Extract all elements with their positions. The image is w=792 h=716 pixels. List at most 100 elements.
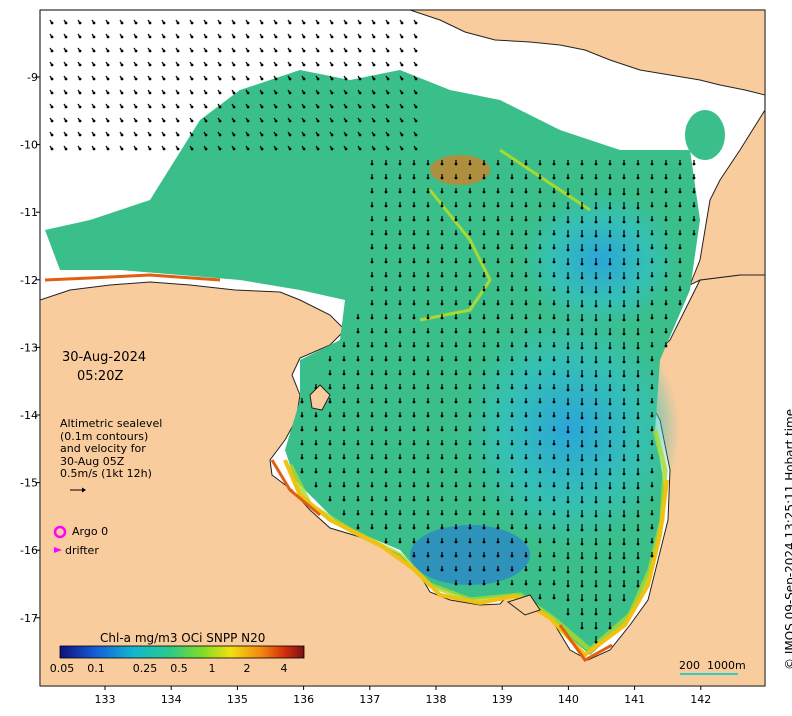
velocity-arrow: [412, 356, 416, 362]
velocity-arrow: [384, 426, 388, 432]
velocity-arrow: [49, 19, 54, 25]
velocity-arrow: [636, 426, 640, 434]
velocity-arrow: [482, 552, 486, 558]
colorbar-tick-label: 2: [244, 662, 251, 675]
velocity-arrow: [399, 33, 404, 39]
velocity-arrow: [496, 426, 500, 432]
velocity-arrow: [636, 314, 640, 322]
velocity-arrow: [412, 496, 416, 502]
velocity-arrow: [636, 202, 640, 210]
velocity-arrow: [552, 552, 556, 558]
velocity-arrow: [440, 230, 444, 236]
velocity-arrow: [287, 117, 292, 123]
velocity-arrow: [413, 19, 418, 25]
velocity-arrow: [384, 454, 388, 460]
velocity-arrow: [426, 454, 430, 460]
velocity-arrow: [552, 482, 556, 488]
velocity-arrow: [622, 426, 626, 434]
velocity-arrow: [622, 188, 626, 196]
velocity-arrow: [608, 216, 612, 224]
velocity-arrow: [399, 61, 404, 67]
velocity-arrow: [384, 300, 388, 306]
velocity-arrow: [468, 174, 472, 180]
velocity-arrow: [440, 426, 444, 432]
velocity-arrow: [356, 398, 360, 404]
velocity-arrow: [412, 258, 416, 264]
velocity-arrow: [161, 19, 166, 25]
velocity-arrow: [63, 131, 68, 137]
velocity-arrow: [63, 61, 68, 67]
velocity-arrow: [468, 188, 472, 194]
lon-tick-label: 141: [624, 693, 645, 706]
velocity-arrow: [580, 496, 584, 504]
velocity-arrow: [552, 496, 556, 502]
velocity-arrow: [300, 440, 304, 446]
velocity-arrow: [370, 356, 374, 362]
velocity-arrow: [622, 272, 626, 280]
velocity-arrow: [356, 510, 360, 516]
velocity-arrow: [622, 174, 626, 180]
velocity-arrow: [370, 426, 374, 432]
velocity-arrow: [454, 552, 458, 558]
velocity-arrow: [622, 538, 626, 546]
velocity-arrow: [343, 75, 348, 81]
velocity-arrow: [622, 524, 626, 532]
velocity-arrow: [594, 398, 598, 406]
velocity-arrow: [147, 131, 152, 137]
velocity-arrow: [356, 426, 360, 432]
velocity-arrow: [538, 496, 542, 502]
velocity-arrow: [371, 19, 376, 25]
velocity-arrow: [147, 145, 152, 151]
velocity-arrow: [594, 286, 598, 294]
velocity-arrow: [524, 398, 528, 404]
velocity-arrow: [636, 328, 640, 336]
velocity-arrow: [273, 47, 278, 53]
velocity-arrow: [426, 188, 430, 194]
velocity-arrow: [622, 202, 626, 210]
velocity-arrow: [370, 328, 374, 334]
velocity-arrow: [398, 510, 402, 516]
velocity-arrow: [454, 482, 458, 488]
velocity-arrow: [398, 188, 402, 194]
velocity-arrow: [329, 131, 334, 137]
velocity-arrow: [245, 61, 250, 67]
velocity-arrow: [524, 244, 528, 250]
velocity-arrow: [356, 412, 360, 418]
velocity-arrow: [524, 286, 528, 292]
velocity-arrow: [664, 286, 668, 292]
velocity-arrow: [594, 510, 598, 518]
velocity-arrow: [482, 440, 486, 446]
colorbar-tick-label: 0.5: [170, 662, 188, 675]
velocity-arrow: [91, 145, 96, 151]
velocity-arrow: [105, 75, 110, 81]
velocity-arrow: [217, 33, 222, 39]
lat-tick-label: -9: [27, 71, 38, 84]
velocity-arrow: [454, 202, 458, 208]
velocity-arrow: [608, 510, 612, 518]
velocity-arrow: [566, 398, 570, 406]
velocity-arrow: [468, 286, 472, 292]
velocity-arrow: [412, 468, 416, 474]
velocity-arrow: [482, 468, 486, 474]
velocity-arrow: [538, 258, 542, 264]
velocity-arrow: [538, 216, 542, 222]
velocity-arrow: [552, 538, 556, 544]
velocity-arrow: [482, 300, 486, 306]
velocity-arrow: [175, 89, 180, 95]
velocity-arrow: [231, 145, 236, 151]
velocity-arrow: [357, 117, 362, 123]
velocity-arrow: [343, 103, 348, 109]
velocity-arrow: [370, 244, 374, 250]
velocity-arrow: [650, 202, 654, 208]
velocity-arrow: [440, 566, 444, 572]
velocity-arrow: [608, 440, 612, 448]
velocity-arrow: [133, 117, 138, 123]
velocity-arrow: [398, 328, 402, 334]
velocity-arrow: [510, 370, 514, 376]
velocity-arrow: [608, 314, 612, 322]
velocity-arrow: [622, 230, 626, 238]
velocity-arrow: [356, 454, 360, 460]
velocity-arrow: [328, 384, 332, 390]
colorbar-tick-label: 0.1: [87, 662, 105, 675]
velocity-arrow: [510, 202, 514, 208]
